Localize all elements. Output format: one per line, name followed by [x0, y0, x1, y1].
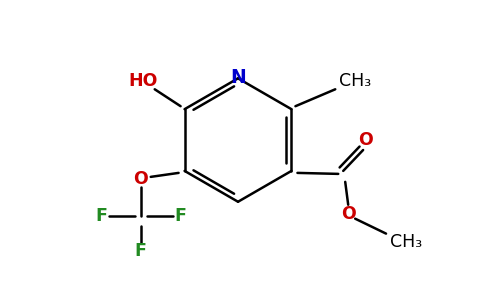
Text: F: F — [135, 242, 147, 260]
Text: O: O — [134, 170, 148, 188]
Text: O: O — [358, 131, 373, 149]
Text: F: F — [175, 207, 186, 225]
Text: CH₃: CH₃ — [390, 232, 422, 250]
Text: HO: HO — [128, 72, 157, 90]
Text: O: O — [341, 205, 356, 223]
Text: F: F — [95, 207, 107, 225]
Text: N: N — [230, 68, 246, 87]
Text: CH₃: CH₃ — [339, 72, 372, 90]
